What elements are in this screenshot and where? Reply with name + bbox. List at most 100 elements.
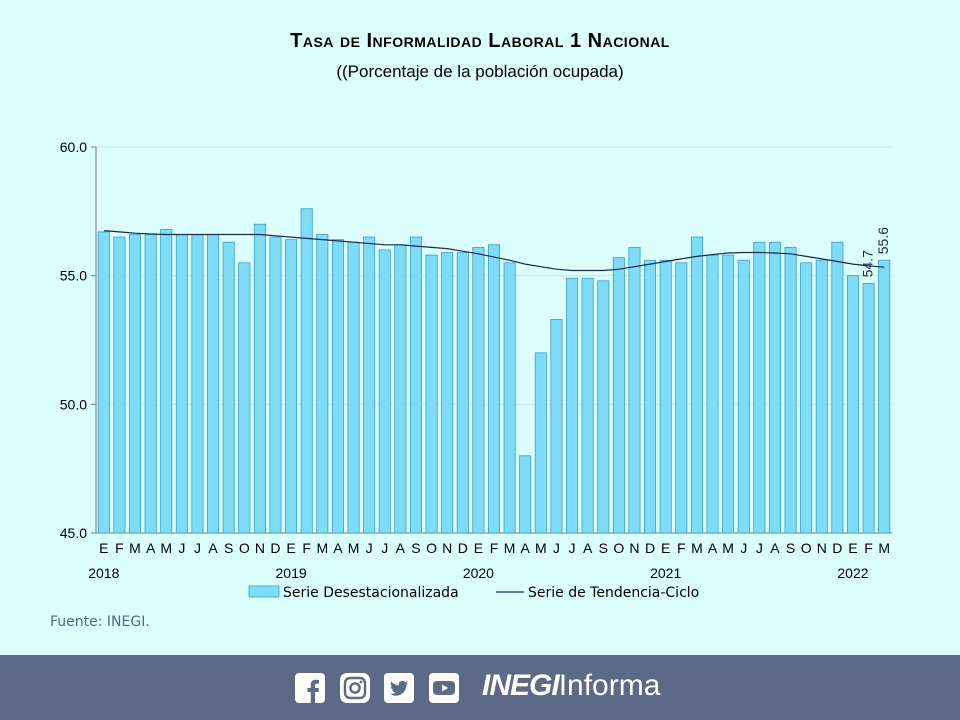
trend-line — [103, 230, 885, 272]
twitter-icon[interactable] — [384, 673, 414, 703]
bar — [347, 241, 360, 534]
x-tick-label: D — [645, 540, 655, 556]
bar — [394, 244, 407, 534]
x-tick-label: A — [146, 540, 156, 556]
bar — [378, 249, 391, 534]
y-tick-label: 45.0 — [60, 525, 87, 541]
facebook-icon[interactable] — [295, 673, 325, 703]
bar — [363, 236, 376, 534]
x-tick-label: O — [239, 540, 250, 556]
bar — [534, 352, 547, 534]
x-tick-label: A — [333, 540, 343, 556]
bar — [456, 252, 469, 534]
chart-subtitle: ((Porcentaje de la población ocupada) — [336, 62, 624, 81]
bar — [175, 234, 188, 534]
x-tick-label: M — [878, 540, 890, 556]
bar — [113, 236, 126, 534]
youtube-icon[interactable] — [429, 673, 459, 703]
brand-bold: INEGI — [482, 669, 560, 702]
x-tick-label: S — [411, 540, 420, 556]
bar — [331, 239, 344, 534]
bar — [753, 241, 766, 534]
x-tick-label: M — [535, 540, 547, 556]
bar — [644, 259, 657, 534]
x-tick-label: M — [722, 540, 734, 556]
bar — [191, 234, 204, 534]
x-tick-label: O — [426, 540, 437, 556]
bar — [222, 241, 235, 534]
x-tick-label: M — [691, 540, 703, 556]
bar — [300, 208, 313, 534]
x-tick-label: N — [255, 540, 265, 556]
bar — [737, 259, 750, 534]
x-tick-label: N — [442, 540, 452, 556]
bar — [581, 277, 594, 534]
bar — [612, 257, 625, 534]
footer-bar: INEGIInforma — [0, 655, 960, 720]
bar — [566, 277, 579, 534]
bar — [800, 262, 813, 534]
bar — [144, 234, 157, 534]
x-tick-label: F — [490, 540, 499, 556]
bar — [409, 236, 422, 534]
bar — [160, 228, 173, 534]
bar — [815, 259, 828, 534]
y-tick-label: 50.0 — [60, 396, 87, 412]
x-tick-label: F — [677, 540, 686, 556]
x-tick-label: A — [396, 540, 406, 556]
legend-swatch-bars — [248, 585, 280, 598]
bar — [722, 254, 735, 534]
x-tick-label: A — [583, 540, 593, 556]
x-tick-label: E — [99, 540, 108, 556]
year-label: 2022 — [837, 565, 868, 581]
bar — [269, 236, 282, 534]
legend-label-trend: Serie de Tendencia-Ciclo — [528, 585, 699, 601]
bar — [862, 282, 875, 534]
bar — [519, 455, 532, 534]
x-tick-label: J — [366, 540, 373, 556]
x-tick-label: E — [286, 540, 295, 556]
bar — [238, 262, 251, 534]
bar — [846, 275, 859, 534]
x-tick-label: J — [381, 540, 388, 556]
x-tick-label: F — [864, 540, 873, 556]
x-tick-label: N — [817, 540, 827, 556]
x-tick-label: E — [848, 540, 857, 556]
bar — [503, 262, 516, 534]
bar — [675, 262, 688, 534]
x-tick-label: S — [224, 540, 233, 556]
x-tick-label: A — [521, 540, 531, 556]
bar — [831, 241, 844, 534]
x-tick-label: O — [613, 540, 624, 556]
x-tick-label: E — [474, 540, 483, 556]
data-label: 55.6 — [875, 227, 891, 254]
year-label: 2021 — [650, 565, 681, 581]
bar — [550, 319, 563, 534]
x-tick-label: D — [270, 540, 280, 556]
x-tick-label: F — [115, 540, 124, 556]
bar — [690, 236, 703, 534]
x-tick-label: M — [348, 540, 360, 556]
x-tick-label: D — [832, 540, 842, 556]
x-tick-label: O — [801, 540, 812, 556]
x-tick-label: J — [178, 540, 185, 556]
x-tick-label: E — [661, 540, 670, 556]
x-tick-label: D — [458, 540, 468, 556]
x-tick-label: M — [316, 540, 328, 556]
year-label: 2019 — [276, 565, 307, 581]
x-tick-label: F — [302, 540, 311, 556]
x-tick-label: J — [756, 540, 763, 556]
bar — [784, 246, 797, 534]
inegi-informa-logo[interactable]: INEGIInforma — [482, 669, 660, 703]
x-tick-label: S — [599, 540, 608, 556]
year-label: 2020 — [463, 565, 494, 581]
x-tick-label: M — [160, 540, 172, 556]
bar — [706, 254, 719, 534]
bar — [97, 231, 110, 534]
x-tick-label: S — [786, 540, 795, 556]
bar — [472, 246, 485, 534]
chart-title: Tasa de Informalidad Laboral 1 Nacional — [290, 30, 670, 52]
instagram-icon[interactable] — [340, 673, 370, 703]
bar — [425, 254, 438, 534]
x-tick-label: M — [129, 540, 141, 556]
